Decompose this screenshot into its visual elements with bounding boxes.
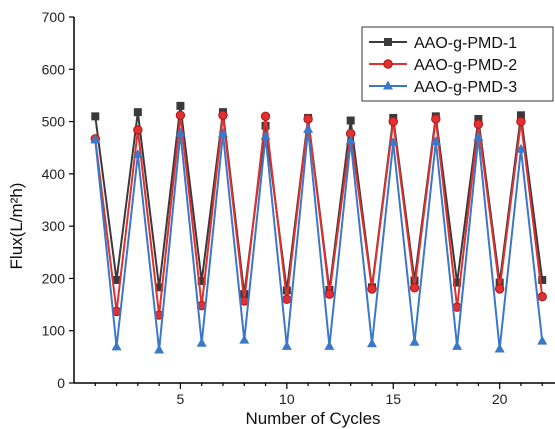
data-point bbox=[538, 275, 547, 284]
data-point bbox=[261, 121, 270, 130]
x-axis-title: Number of Cycles bbox=[245, 409, 380, 428]
data-point bbox=[474, 114, 483, 123]
x-tick-label: 15 bbox=[385, 391, 401, 407]
data-point bbox=[473, 131, 484, 141]
data-point bbox=[516, 111, 525, 120]
y-tick-label: 600 bbox=[42, 61, 66, 77]
y-tick-label: 400 bbox=[42, 166, 66, 182]
data-point bbox=[409, 283, 420, 293]
y-axis-title: Flux(L/m²h) bbox=[7, 183, 26, 270]
data-point bbox=[155, 283, 164, 292]
data-point bbox=[453, 278, 462, 287]
data-point bbox=[260, 111, 271, 122]
data-point bbox=[516, 116, 526, 127]
data-point bbox=[537, 292, 547, 302]
legend-label: AAO-g-PMD-2 bbox=[414, 57, 517, 74]
data-point bbox=[175, 110, 186, 120]
data-point bbox=[196, 337, 207, 347]
data-point bbox=[473, 119, 484, 129]
data-point bbox=[112, 275, 121, 284]
legend: AAO-g-PMD-1 AAO-g-PMD-2 AAO-g-PMD-3 bbox=[361, 26, 554, 102]
data-point bbox=[133, 108, 142, 117]
data-point bbox=[303, 123, 314, 133]
y-tick-label: 200 bbox=[42, 270, 66, 286]
axes-layer bbox=[73, 17, 555, 384]
series-layer bbox=[90, 101, 548, 354]
data-point bbox=[345, 135, 356, 145]
y-tick-label: 500 bbox=[42, 114, 66, 130]
data-point bbox=[494, 343, 505, 353]
data-point bbox=[346, 116, 355, 125]
y-tick-label: 700 bbox=[42, 9, 66, 25]
data-point bbox=[91, 112, 100, 121]
data-point bbox=[303, 114, 313, 124]
data-point bbox=[388, 136, 399, 146]
y-tick-label: 100 bbox=[42, 323, 66, 339]
data-point bbox=[218, 110, 228, 120]
legend-marker bbox=[383, 59, 393, 69]
data-point bbox=[366, 338, 377, 348]
data-point bbox=[515, 143, 526, 153]
data-point bbox=[197, 277, 206, 286]
data-point bbox=[324, 340, 335, 350]
series-line bbox=[94, 115, 544, 316]
y-tick-label: 300 bbox=[42, 218, 66, 234]
data-point bbox=[217, 128, 228, 138]
series-line bbox=[94, 129, 544, 351]
data-point bbox=[388, 116, 398, 127]
data-point bbox=[409, 336, 420, 346]
data-point bbox=[494, 284, 505, 294]
ticks-layer: 0 100 200 300 400 500 600 700 5 10 15 20 bbox=[42, 9, 543, 407]
legend-label: AAO-g-PMD-3 bbox=[414, 79, 517, 96]
data-point bbox=[90, 134, 101, 144]
data-point bbox=[324, 289, 335, 299]
legend-label: AAO-g-PMD-1 bbox=[414, 35, 517, 52]
data-point bbox=[282, 286, 291, 295]
data-point bbox=[452, 340, 463, 350]
data-point bbox=[132, 149, 143, 159]
y-tick-label: 0 bbox=[57, 375, 65, 391]
data-point bbox=[133, 125, 143, 135]
data-point bbox=[430, 135, 441, 145]
legend-marker bbox=[384, 38, 392, 46]
data-point bbox=[175, 127, 186, 137]
data-point bbox=[111, 341, 122, 351]
legend-marker bbox=[383, 80, 393, 90]
x-tick-label: 5 bbox=[177, 391, 185, 407]
data-point bbox=[176, 101, 185, 110]
data-point bbox=[431, 114, 441, 124]
x-tick-label: 20 bbox=[492, 391, 508, 407]
data-point bbox=[367, 284, 377, 294]
data-point bbox=[154, 344, 165, 354]
data-point bbox=[239, 334, 250, 344]
x-tick-label: 10 bbox=[279, 391, 295, 407]
data-point bbox=[282, 294, 292, 305]
data-point bbox=[281, 340, 292, 350]
series-3 bbox=[90, 123, 548, 354]
data-point bbox=[537, 335, 548, 345]
data-point bbox=[260, 130, 271, 140]
